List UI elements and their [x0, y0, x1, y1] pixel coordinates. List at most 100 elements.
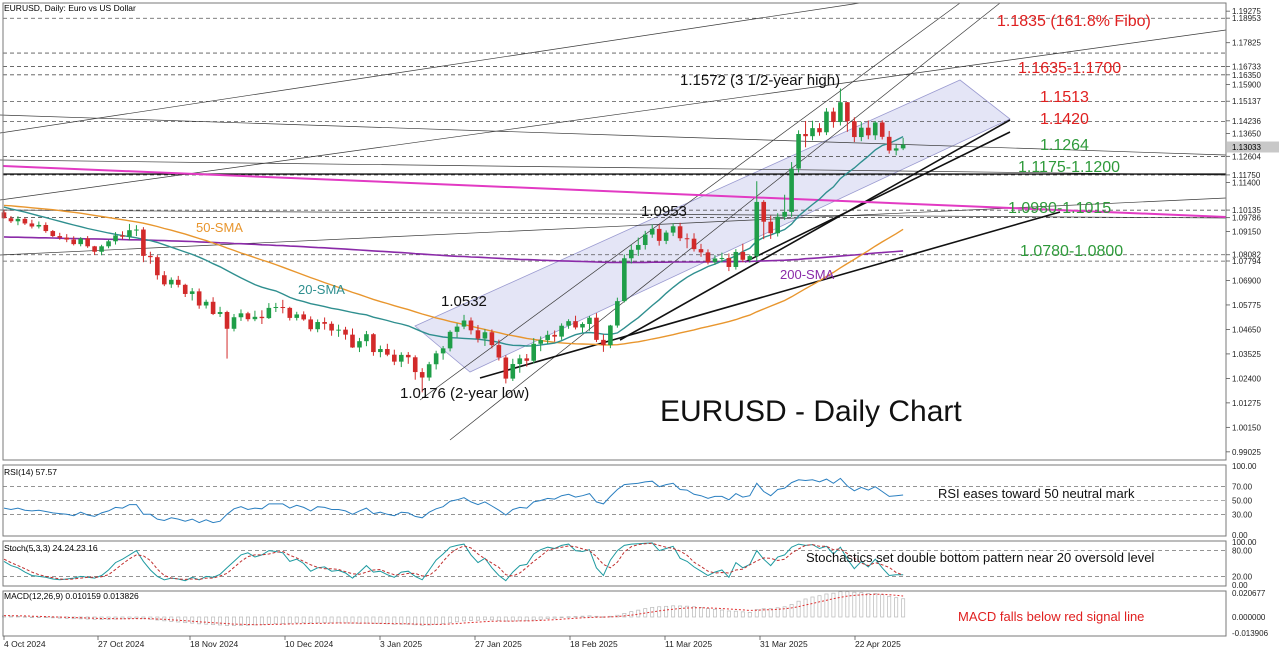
candle-body	[615, 301, 620, 326]
candle-body	[461, 320, 467, 327]
macd-histogram-bar	[155, 616, 160, 621]
macd-histogram-bar	[413, 616, 418, 626]
candle-body	[50, 231, 56, 237]
macd-histogram-bar	[273, 616, 278, 625]
macd-histogram-bar	[371, 616, 376, 624]
macd-histogram-bar	[761, 608, 766, 618]
candle-body	[761, 201, 767, 222]
date-tick-label: 10 Dec 2024	[285, 639, 333, 649]
peak-annotation-2: 1.0953	[641, 203, 687, 220]
macd-histogram-bar	[15, 615, 20, 618]
candle-body	[99, 246, 104, 252]
candle-body	[496, 345, 502, 358]
candle-body	[175, 279, 181, 285]
candle-body	[398, 354, 404, 362]
candle-body	[210, 301, 216, 314]
rsi-pane	[3, 477, 1226, 524]
candle-body	[817, 128, 822, 133]
macd-histogram-bar	[726, 610, 731, 618]
rsi-label: RSI(14) 57.57	[4, 467, 57, 477]
macd-histogram-bar	[489, 616, 494, 621]
candle-body	[594, 317, 599, 340]
sma200-label: 200-SMA	[780, 267, 835, 282]
macd-tick-label: 0.020677	[1232, 589, 1266, 598]
candle-body	[57, 236, 63, 238]
candle-body	[182, 284, 188, 294]
stoch-k-line	[3, 542, 904, 582]
candle-body	[580, 323, 585, 328]
macd-histogram-bar	[580, 615, 585, 618]
price-tick-label: 1.15137	[1232, 97, 1261, 106]
sma20-line	[3, 135, 904, 347]
macd-histogram-bar	[169, 616, 174, 622]
candle-body	[350, 334, 355, 348]
date-tick-label: 18 Feb 2025	[570, 639, 618, 649]
macd-tick-label: 0.000000	[1232, 613, 1266, 622]
candle-body	[15, 218, 21, 222]
macd-histogram-bar	[824, 593, 829, 618]
price-tick-label: 1.12604	[1232, 152, 1261, 161]
candle-body	[893, 148, 899, 151]
macd-histogram-bar	[266, 616, 271, 625]
date-tick-label: 4 Oct 2024	[4, 639, 46, 649]
candle-body	[1, 212, 7, 219]
macd-histogram-bar	[664, 605, 669, 618]
macd-histogram-bar	[476, 616, 480, 621]
candle-body	[322, 322, 327, 324]
candle-body	[134, 229, 139, 231]
candle-body	[245, 313, 251, 320]
price-tick-label: 1.06900	[1232, 276, 1261, 285]
candle-body	[8, 218, 14, 222]
macd-histogram-bar	[768, 608, 773, 618]
date-tick-label: 27 Jan 2025	[475, 639, 522, 649]
rsi-tick-label: 30.00	[1232, 510, 1253, 519]
macd-histogram-bar	[406, 616, 411, 625]
peak-annotation-1: 1.0532	[441, 293, 487, 310]
macd-histogram-bar	[343, 616, 348, 624]
rsi-tick-label: 70.00	[1232, 483, 1253, 492]
macd-histogram-bar	[280, 616, 285, 624]
candle-body	[768, 221, 773, 234]
candle-body	[378, 349, 383, 353]
macd-histogram-bar	[378, 616, 383, 624]
macd-histogram-bar	[420, 616, 425, 626]
pane-frame	[2, 464, 1227, 537]
candle-body	[168, 279, 174, 285]
candle-body	[601, 339, 606, 346]
candle-body	[566, 321, 571, 326]
macd-histogram-bar	[810, 596, 815, 618]
candle-body	[622, 258, 627, 302]
macd-histogram-bar	[866, 593, 871, 618]
macd-histogram-bar	[29, 616, 34, 618]
candle-body	[754, 201, 760, 257]
candle-body	[148, 255, 153, 258]
macd-histogram-bar	[747, 611, 752, 618]
candle-body	[719, 258, 725, 260]
macd-histogram-bar	[552, 616, 557, 619]
candle-body	[810, 128, 815, 137]
macd-histogram-bar	[880, 594, 885, 618]
macd-histogram-bar	[148, 616, 153, 620]
candle-body	[266, 307, 272, 319]
candle-body	[238, 313, 244, 318]
macd-histogram-bar	[517, 616, 522, 622]
current-price-tag	[1227, 141, 1279, 153]
candle-body	[29, 223, 35, 227]
macd-histogram-bar	[364, 616, 369, 624]
macd-histogram-bar	[204, 616, 209, 625]
candle-body	[677, 226, 683, 239]
candle-body	[845, 102, 850, 122]
macd-histogram-bar	[796, 600, 801, 618]
price-tick-label: 1.16350	[1232, 71, 1261, 80]
macd-histogram-bar	[482, 616, 487, 621]
trend-line	[0, 29, 1227, 201]
macd-histogram-bar	[218, 616, 223, 626]
level-label-1835: 1.1835 (161.8% Fibo)	[997, 13, 1151, 30]
candle-body	[789, 168, 794, 212]
candle-body	[287, 307, 293, 318]
candle-body	[649, 228, 655, 235]
macd-histogram-bar	[692, 606, 696, 618]
high-annotation: 1.1572 (3 1/2-year high)	[680, 72, 840, 89]
